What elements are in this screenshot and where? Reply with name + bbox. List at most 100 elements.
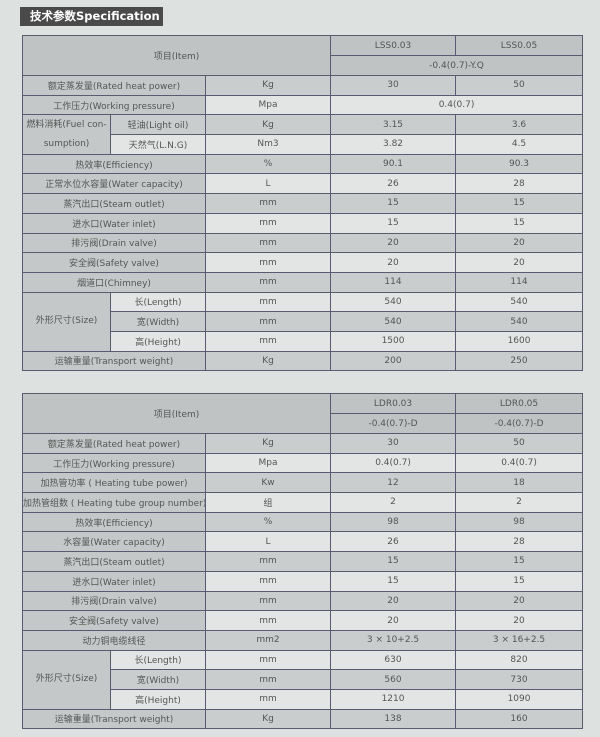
- table-row: 工作压力(Working pressure) Mpa 0.4(0.7) 0.4(0.7…: [22, 452, 584, 474]
- unit-cell: L: [204, 531, 332, 553]
- value-cell: 540: [330, 311, 457, 332]
- table-row: 高(Height) mm 1500 1600: [23, 330, 584, 352]
- value-cell: 114: [330, 271, 457, 293]
- item-label: 工作压力(Working pressure): [22, 452, 206, 474]
- value-cell: 138: [330, 708, 457, 730]
- value-cell: 3 × 16+2.5: [455, 629, 584, 651]
- table-row: 外形尺寸(Size) 长(Length) mm 540 540: [22, 291, 584, 352]
- value-cell: 15: [455, 212, 584, 234]
- item-label: 蒸汽出口(Steam outlet): [22, 193, 206, 214]
- unit-cell: mm: [204, 311, 332, 332]
- value-cell: 200: [330, 350, 457, 372]
- table-row: 进水口(Water inlet) mm 15 15: [22, 212, 584, 234]
- value-cell: 0.4(0.7): [455, 452, 584, 474]
- value-cell: 3.6: [455, 114, 584, 136]
- item-label: 进水口(Water inlet): [22, 570, 206, 592]
- item-label: 动力铜电缆线径: [22, 629, 206, 651]
- header-row: 项目(Item) LDR0.03 LDR0.05: [21, 393, 584, 434]
- table-row: 运输重量(Transport weight) Kg 138 160: [22, 708, 584, 730]
- item-label: 加热管功率 ( Heating tube power): [22, 472, 206, 494]
- item-label: 进水口(Water inlet): [22, 212, 206, 234]
- item-header: 项目(Item): [21, 393, 332, 434]
- value-cell: 50: [455, 75, 584, 96]
- unit-cell: mm2: [204, 629, 332, 651]
- section-title: 技术参数Specification: [20, 7, 163, 26]
- sub-item-label: 宽(Width): [110, 311, 206, 332]
- value-cell: 0.4(0.7): [330, 452, 457, 474]
- unit-cell: mm: [204, 669, 332, 690]
- table-row: 热效率(Efficiency)% 90.1 90.3: [22, 153, 584, 175]
- unit-cell: L: [204, 173, 332, 195]
- sub-item-label: 高(Height): [110, 688, 206, 710]
- value-cell: 26: [330, 531, 457, 553]
- value-cell: 18: [455, 472, 584, 494]
- header-row: 项目(Item) LSS0.03 LSS0.05: [21, 35, 584, 76]
- unit-cell: Kg: [204, 708, 332, 730]
- table-row: 动力铜电缆线径 mm2 3 × 10+2.5 3 × 16+2.5: [22, 629, 584, 651]
- item-label: 安全阀(Safety valve): [22, 610, 206, 631]
- unit-cell: mm: [204, 570, 332, 592]
- item-label: 安全阀(Safety valve): [22, 252, 206, 273]
- value-cell: 20: [455, 590, 584, 612]
- value-cell: 28: [455, 173, 584, 195]
- value-cell: 15: [455, 570, 584, 592]
- value-cell: 1500: [330, 330, 457, 352]
- value-cell: 540: [330, 291, 457, 313]
- value-cell: 560: [330, 669, 457, 690]
- unit-cell: Kg: [204, 75, 332, 96]
- table-row: 蒸汽出口(Steam outlet) mm 15 15: [22, 193, 584, 214]
- model-suffix: -0.4(0.7)-Y.Q: [330, 55, 584, 76]
- table-row: 加热管功率 ( Heating tube power) Kw 12 18: [22, 472, 584, 494]
- value-cell: 1600: [455, 330, 584, 352]
- spec-table-ldr: 项目(Item) LDR0.03 LDR0.05 -0.4(0.7)-D -0.4(0.…: [21, 393, 584, 730]
- table-row: 高(Height) mm 1210 1090: [23, 688, 584, 710]
- unit-cell: 组: [204, 492, 332, 513]
- model-header: LDR0.05: [455, 393, 584, 414]
- table-row: 排污阀(Drain valve) mm 20 20: [22, 232, 584, 254]
- value-cell: 15: [330, 551, 457, 572]
- table-row: 进水口(Water inlet) mm 15 15: [22, 570, 584, 592]
- unit-cell: Nm3: [204, 134, 332, 155]
- unit-cell: %: [204, 153, 332, 175]
- table-row: 宽(Width) mm 540 540: [23, 311, 584, 332]
- item-label: 排污阀(Drain valve): [22, 590, 206, 612]
- group-label: 外形尺寸(Size): [22, 649, 111, 710]
- value-cell: 0.4(0.7): [330, 94, 584, 116]
- value-cell: 3.82: [330, 134, 457, 155]
- unit-cell: Kg: [204, 350, 332, 372]
- unit-cell: mm: [204, 590, 332, 612]
- value-cell: 30: [330, 433, 457, 454]
- value-cell: 540: [455, 311, 584, 332]
- value-cell: 20: [455, 232, 584, 254]
- unit-cell: Kg: [204, 433, 332, 454]
- value-cell: 26: [330, 173, 457, 195]
- unit-cell: mm: [204, 271, 332, 293]
- table-row: 水容量(Water capacity) L 26 28: [22, 531, 584, 553]
- group-label: 燃料消耗(Fuel con-sumption): [22, 114, 111, 155]
- table-row: 外形尺寸(Size) 长(Length) mm 630 820: [22, 649, 584, 710]
- value-cell: 2: [455, 492, 584, 513]
- value-cell: 3 × 10+2.5: [330, 629, 457, 651]
- value-cell: 90.3: [455, 153, 584, 175]
- table-row: 安全阀(Safety valve) mm 20 20: [22, 610, 584, 631]
- value-cell: 160: [455, 708, 584, 730]
- unit-cell: mm: [204, 252, 332, 273]
- header-row: -0.4(0.7)-Y.Q: [23, 55, 584, 76]
- value-cell: 30: [330, 75, 457, 96]
- table-row: 燃料消耗(Fuel con-sumption) 轻油(Light oil) Kg 3.…: [22, 114, 584, 155]
- item-label: 热效率(Efficiency): [22, 511, 206, 533]
- value-cell: 15: [330, 193, 457, 214]
- unit-cell: Mpa: [204, 452, 332, 474]
- unit-cell: mm: [204, 330, 332, 352]
- group-label: 外形尺寸(Size): [22, 291, 111, 352]
- model-header: LDR0.03: [330, 393, 457, 414]
- value-cell: 4.5: [455, 134, 584, 155]
- item-label: 加热管组数 ( Heating tube group number): [22, 492, 206, 513]
- item-label: 水容量(Water capacity): [22, 531, 206, 553]
- value-cell: 15: [455, 193, 584, 214]
- table-row: 正常水位水容量(Water capacity) L 26 28: [22, 173, 584, 195]
- table-row: 蒸汽出口(Steam outlet) mm 15 15: [22, 551, 584, 572]
- value-cell: 820: [455, 649, 584, 671]
- item-label: 蒸汽出口(Steam outlet): [22, 551, 206, 572]
- table-row: 热效率(Efficiency)% 98 98: [22, 511, 584, 533]
